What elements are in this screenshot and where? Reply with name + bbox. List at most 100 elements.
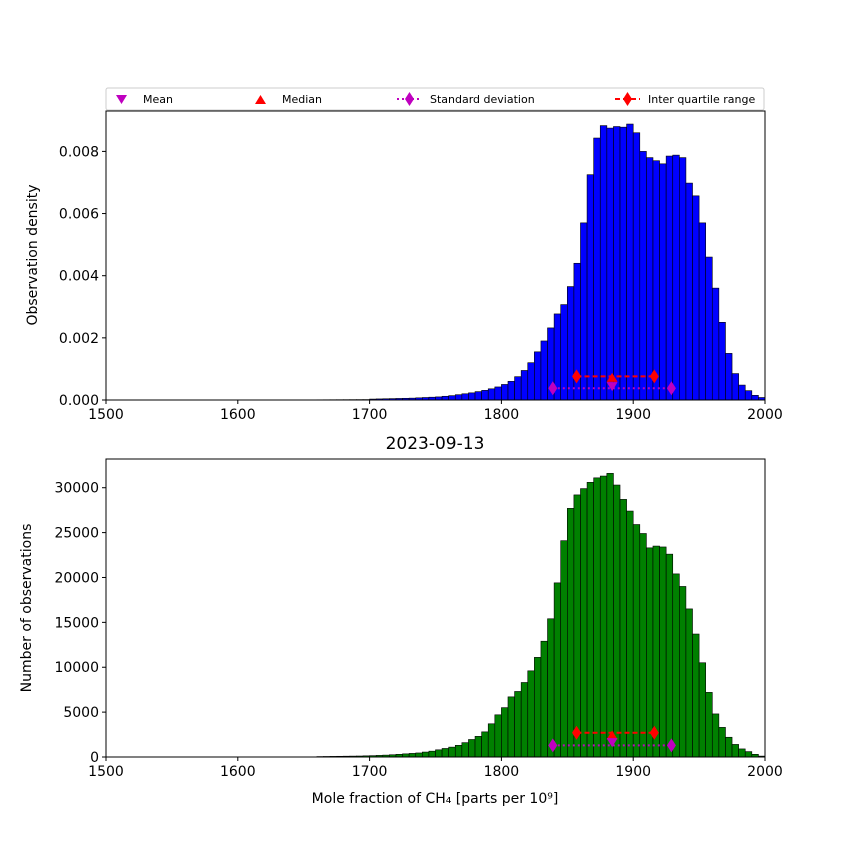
count-x-tick-label: 1900 xyxy=(615,764,651,780)
density-y-tick-label: 0.008 xyxy=(59,144,99,160)
density-x-tick-label: 1900 xyxy=(615,407,651,423)
count-bar xyxy=(454,745,463,758)
count-x-tick-label: 2000 xyxy=(747,764,783,780)
count-x-tick-label: 1500 xyxy=(88,764,124,780)
count-bar xyxy=(481,731,489,758)
count-bar xyxy=(580,488,588,758)
count-iqr-marker xyxy=(572,725,582,740)
count-bar xyxy=(711,713,720,758)
density-x-tick-label: 1500 xyxy=(88,407,124,423)
density-bars xyxy=(290,123,766,401)
count-bar xyxy=(501,707,509,758)
count-iqr-marker xyxy=(649,725,659,740)
count-bar xyxy=(665,553,674,758)
density-stat-markers xyxy=(548,369,676,396)
density-std-marker xyxy=(666,381,676,396)
count-bar xyxy=(692,633,700,758)
count-y-tick-label: 15000 xyxy=(54,615,99,631)
count-bar xyxy=(646,547,654,758)
density-bar xyxy=(725,353,733,401)
density-mean-marker xyxy=(606,382,618,392)
legend-label-median: Median xyxy=(282,93,322,106)
density-bar xyxy=(751,395,759,401)
count-bar xyxy=(520,682,529,758)
legend: Mean Median Standard deviation Inter qua… xyxy=(105,87,765,111)
density-bar xyxy=(534,351,542,401)
count-bar xyxy=(547,618,555,758)
count-y-axis: 0 5000 10000 15000 20000 25000 30000 xyxy=(54,481,106,766)
count-bar xyxy=(553,582,562,758)
count-bar xyxy=(487,723,496,758)
count-bar xyxy=(422,751,430,758)
count-x-tick-label: 1600 xyxy=(220,764,256,780)
count-bar xyxy=(626,510,634,758)
count-bar xyxy=(408,753,417,758)
density-bar xyxy=(566,286,575,401)
count-y-tick-label: 25000 xyxy=(54,526,99,542)
count-std-marker xyxy=(548,738,558,753)
count-bar xyxy=(560,540,568,758)
density-median-marker xyxy=(606,372,618,382)
count-bar xyxy=(527,670,535,758)
density-bar xyxy=(679,157,687,401)
density-y-axis: 0.000 0.002 0.004 0.006 0.008 xyxy=(59,144,106,409)
density-bar xyxy=(692,195,700,401)
density-bar xyxy=(665,155,674,401)
count-x-axis-label: Mole fraction of CH₄ [parts per 10⁹] xyxy=(312,791,559,807)
count-bar xyxy=(507,696,515,758)
density-bar xyxy=(494,386,502,401)
count-bar xyxy=(566,508,575,758)
density-bar xyxy=(731,373,739,401)
count-x-tick-label: 1700 xyxy=(352,764,388,780)
density-y-axis-label: Observation density xyxy=(25,184,41,325)
count-bar xyxy=(540,640,548,758)
count-bar xyxy=(744,751,753,758)
density-bar xyxy=(718,322,726,401)
count-bar xyxy=(468,739,476,758)
std-legend-marker xyxy=(405,92,414,106)
count-bar xyxy=(672,573,680,758)
legend-label-mean: Mean xyxy=(143,93,173,106)
count-mean-marker xyxy=(606,738,618,748)
density-bar xyxy=(698,222,706,401)
count-bar xyxy=(514,691,522,758)
count-bar xyxy=(698,662,706,758)
count-y-tick-label: 10000 xyxy=(54,660,99,676)
density-bar xyxy=(481,390,489,401)
count-std-marker xyxy=(666,738,676,753)
count-bar xyxy=(705,692,713,758)
count-bar xyxy=(415,752,423,758)
count-bar xyxy=(494,714,502,758)
count-bar xyxy=(613,484,621,758)
count-bar xyxy=(441,748,449,758)
density-bar xyxy=(514,376,522,401)
density-x-axis: 1500 1600 1700 1800 1900 2000 xyxy=(88,400,783,423)
count-x-tick-label: 1800 xyxy=(484,764,520,780)
count-bar xyxy=(619,499,627,758)
density-bar xyxy=(711,287,720,401)
density-bar xyxy=(672,154,680,401)
density-bar xyxy=(652,160,660,401)
count-bar xyxy=(632,524,641,758)
density-bar xyxy=(659,163,667,401)
count-bar xyxy=(599,475,608,758)
count-bar xyxy=(659,546,667,758)
density-bar xyxy=(520,370,529,401)
count-bar xyxy=(586,482,594,758)
count-bar xyxy=(593,477,601,758)
count-y-tick-label: 20000 xyxy=(54,570,99,586)
density-plot-frame xyxy=(105,110,766,401)
density-bar xyxy=(474,391,482,401)
count-bar xyxy=(448,746,456,758)
density-bar xyxy=(487,388,496,401)
density-bar xyxy=(613,126,621,401)
density-x-tick-label: 1700 xyxy=(352,407,388,423)
legend-label-iqr: Inter quartile range xyxy=(648,93,755,106)
density-y-tick-label: 0.002 xyxy=(59,331,99,347)
density-bar xyxy=(744,390,753,401)
density-y-tick-label: 0.004 xyxy=(59,269,99,285)
density-bar xyxy=(619,126,627,401)
count-bar xyxy=(731,744,739,758)
density-std-marker xyxy=(548,381,558,396)
density-bar xyxy=(626,123,634,401)
